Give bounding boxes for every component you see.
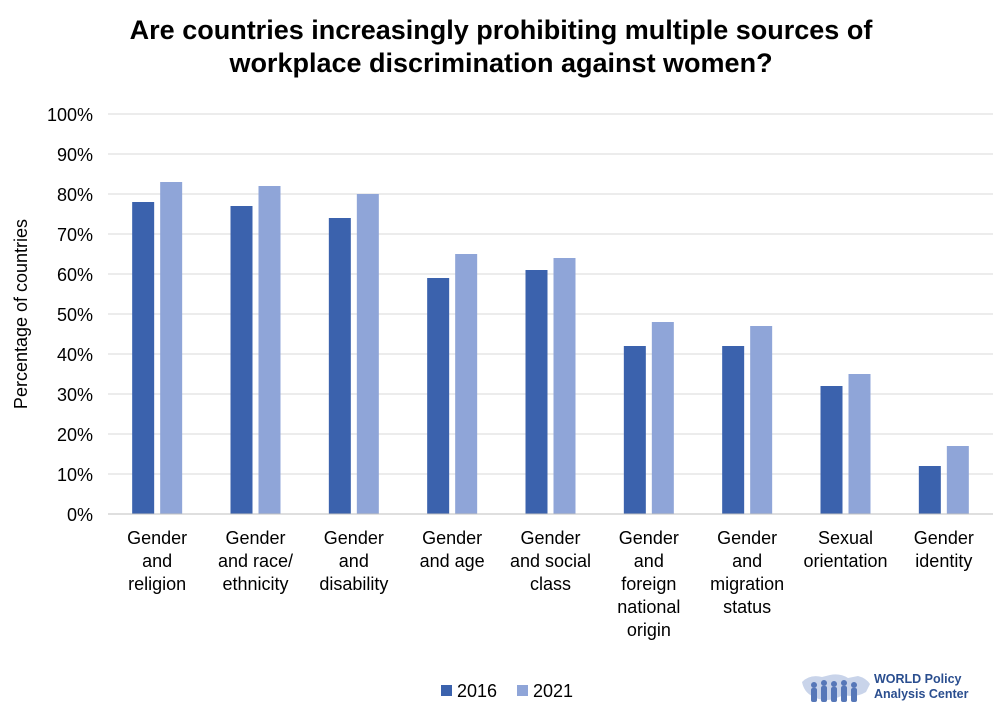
bar-2016 bbox=[525, 270, 548, 514]
gridlines bbox=[108, 113, 993, 475]
y-axis-title: Percentage of countries bbox=[11, 219, 31, 409]
bar-2021 bbox=[553, 258, 576, 514]
bar-2016 bbox=[427, 278, 450, 514]
legend-swatch-2016 bbox=[441, 685, 452, 696]
bar-2016 bbox=[820, 386, 843, 514]
y-tick-label: 90% bbox=[57, 145, 93, 165]
x-tick-label: Gender and social class bbox=[510, 528, 591, 594]
bar-2021 bbox=[651, 322, 674, 514]
x-tick-label: Sexual orientation bbox=[803, 528, 887, 571]
y-tick-label: 10% bbox=[57, 465, 93, 485]
bar-2016 bbox=[230, 206, 253, 514]
chart-title-line-2: workplace discrimination against women? bbox=[229, 48, 773, 78]
y-tick-label: 40% bbox=[57, 345, 93, 365]
bars bbox=[132, 182, 969, 514]
legend: 2016 2021 bbox=[441, 681, 573, 701]
x-tick-label: Gender and religion bbox=[127, 528, 187, 594]
x-tick-label: Gender and foreign national origin bbox=[617, 528, 680, 640]
bar-2021 bbox=[258, 186, 281, 514]
y-tick-label: 70% bbox=[57, 225, 93, 245]
bar-2021 bbox=[750, 326, 773, 514]
chart-title-line-1: Are countries increasingly prohibiting m… bbox=[129, 15, 873, 45]
logo-line-2: Analysis Center bbox=[874, 687, 969, 701]
logo-text: WORLD Policy Analysis Center bbox=[874, 672, 968, 702]
x-tick-label: Gender identity bbox=[914, 528, 974, 571]
logo-line-1: WORLD Policy bbox=[874, 672, 962, 686]
y-tick-label: 20% bbox=[57, 425, 93, 445]
world-policy-logo: WORLD Policy Analysis Center bbox=[800, 668, 990, 708]
x-tick-label: Gender and race/ethnicity bbox=[218, 528, 293, 594]
bar-2016 bbox=[623, 346, 646, 514]
y-axis: 0% 10% 20% 30% 40% 50% 60% 70% 80% 90% 100% Percent… bbox=[11, 105, 93, 525]
bar-2016 bbox=[722, 346, 745, 514]
bar-2016 bbox=[132, 202, 155, 514]
x-tick-label: Gender and disability bbox=[319, 528, 388, 594]
world-map-people-icon bbox=[802, 674, 870, 702]
y-tick-label: 100% bbox=[47, 105, 93, 125]
legend-label-2021: 2021 bbox=[533, 681, 573, 701]
legend-label-2016: 2016 bbox=[457, 681, 497, 701]
bar-2021 bbox=[356, 194, 379, 514]
bar-2021 bbox=[946, 446, 969, 514]
bar-2021 bbox=[160, 182, 183, 514]
chart-title: Are countries increasingly prohibiting m… bbox=[0, 14, 1002, 80]
bar-2016 bbox=[918, 466, 941, 514]
x-tick-label: Gender and migration status bbox=[710, 528, 784, 617]
y-tick-label: 50% bbox=[57, 305, 93, 325]
bar-2016 bbox=[328, 218, 351, 514]
y-tick-label: 60% bbox=[57, 265, 93, 285]
y-tick-label: 0% bbox=[67, 505, 93, 525]
bar-2021 bbox=[848, 374, 871, 514]
legend-swatch-2021 bbox=[517, 685, 528, 696]
y-tick-label: 30% bbox=[57, 385, 93, 405]
y-tick-label: 80% bbox=[57, 185, 93, 205]
bar-2021 bbox=[455, 254, 478, 514]
x-tick-label: Gender and age bbox=[420, 528, 485, 571]
x-axis: Gender and religion Gender and race/ethnicit… bbox=[108, 513, 993, 640]
